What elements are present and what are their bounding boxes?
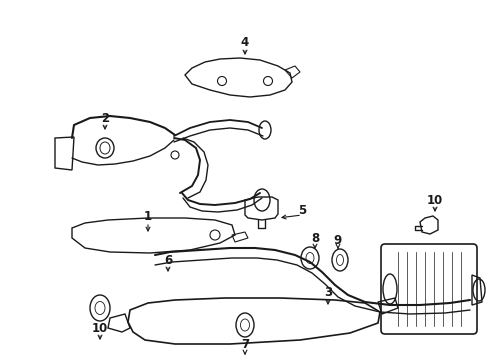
Text: 4: 4 — [241, 36, 248, 49]
Text: 10: 10 — [426, 194, 442, 207]
Text: 5: 5 — [297, 203, 305, 216]
Text: 10: 10 — [92, 321, 108, 334]
Text: 2: 2 — [101, 112, 109, 125]
Text: 7: 7 — [241, 338, 248, 351]
Text: 8: 8 — [310, 231, 319, 244]
Text: 9: 9 — [333, 234, 342, 247]
Text: 6: 6 — [163, 253, 172, 266]
Text: 1: 1 — [143, 210, 152, 222]
Text: 3: 3 — [323, 285, 331, 298]
